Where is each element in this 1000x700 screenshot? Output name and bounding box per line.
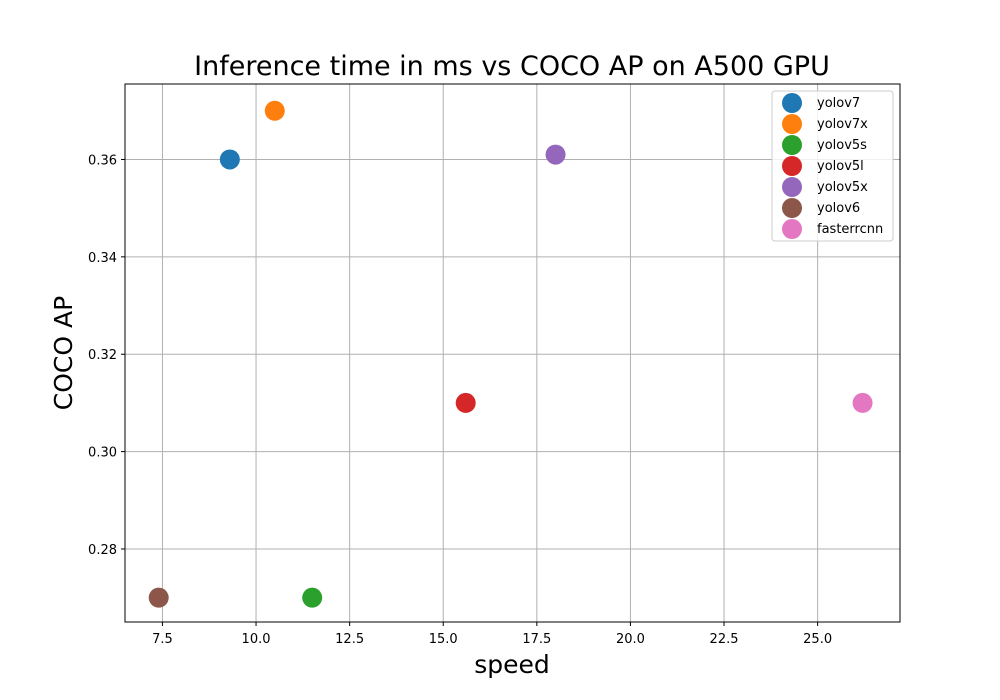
x-tick-label: 15.0 xyxy=(429,632,458,647)
x-tick-label: 17.5 xyxy=(522,632,551,647)
y-axis-ticks: 0.28 0.30 0.32 0.34 0.36 xyxy=(88,153,125,558)
x-tick-label: 7.5 xyxy=(152,632,173,647)
y-axis-title: COCO AP xyxy=(49,296,78,410)
point-yolov5x xyxy=(545,144,566,165)
legend: yolov7 yolov7x yolov5s yolov5l yolov5x yolov6… xyxy=(771,90,894,242)
point-fasterrcnn xyxy=(852,392,873,413)
legend-items: yolov7 yolov7x yolov5s yolov5l yolov5x yolov6… xyxy=(782,93,883,239)
point-yolov7x xyxy=(264,100,285,121)
data-points xyxy=(148,100,873,608)
legend-marker-yolov5s xyxy=(782,135,802,155)
legend-label-yolov5l: yolov5l xyxy=(817,159,864,174)
x-tick-label: 20.0 xyxy=(616,632,645,647)
y-tick-label: 0.30 xyxy=(88,446,117,461)
legend-label-fasterrcnn: fasterrcnn xyxy=(817,222,883,237)
point-yolov7 xyxy=(219,149,240,170)
x-tick-label: 22.5 xyxy=(710,632,739,647)
x-tick-label: 12.5 xyxy=(335,632,364,647)
x-tick-label: 25.0 xyxy=(803,632,832,647)
x-axis-title: speed xyxy=(474,650,550,679)
y-tick-label: 0.36 xyxy=(88,153,117,168)
legend-label-yolov7x: yolov7x xyxy=(817,117,868,132)
grid xyxy=(125,84,900,622)
legend-marker-fasterrcnn xyxy=(782,219,802,239)
legend-marker-yolov7 xyxy=(782,93,802,113)
legend-marker-yolov5l xyxy=(782,156,802,176)
point-yolov6 xyxy=(148,587,169,608)
point-yolov5s xyxy=(302,587,323,608)
legend-label-yolov7: yolov7 xyxy=(817,96,860,111)
point-yolov5l xyxy=(455,392,476,413)
legend-marker-yolov5x xyxy=(782,177,802,197)
x-axis-ticks: 7.5 10.0 12.5 15.0 17.5 20.0 22.5 25.0 xyxy=(152,622,832,647)
legend-label-yolov5x: yolov5x xyxy=(817,180,868,195)
legend-label-yolov6: yolov6 xyxy=(817,201,860,216)
plot-frame xyxy=(124,83,901,623)
chart-title: Inference time in ms vs COCO AP on A500 … xyxy=(194,51,830,82)
legend-marker-yolov6 xyxy=(782,198,802,218)
y-tick-label: 0.34 xyxy=(88,251,117,266)
legend-label-yolov5s: yolov5s xyxy=(817,138,867,153)
legend-marker-yolov7x xyxy=(782,114,802,134)
x-tick-label: 10.0 xyxy=(242,632,271,647)
y-tick-label: 0.32 xyxy=(88,348,117,363)
y-tick-label: 0.28 xyxy=(88,543,117,558)
legend-box xyxy=(771,90,894,242)
